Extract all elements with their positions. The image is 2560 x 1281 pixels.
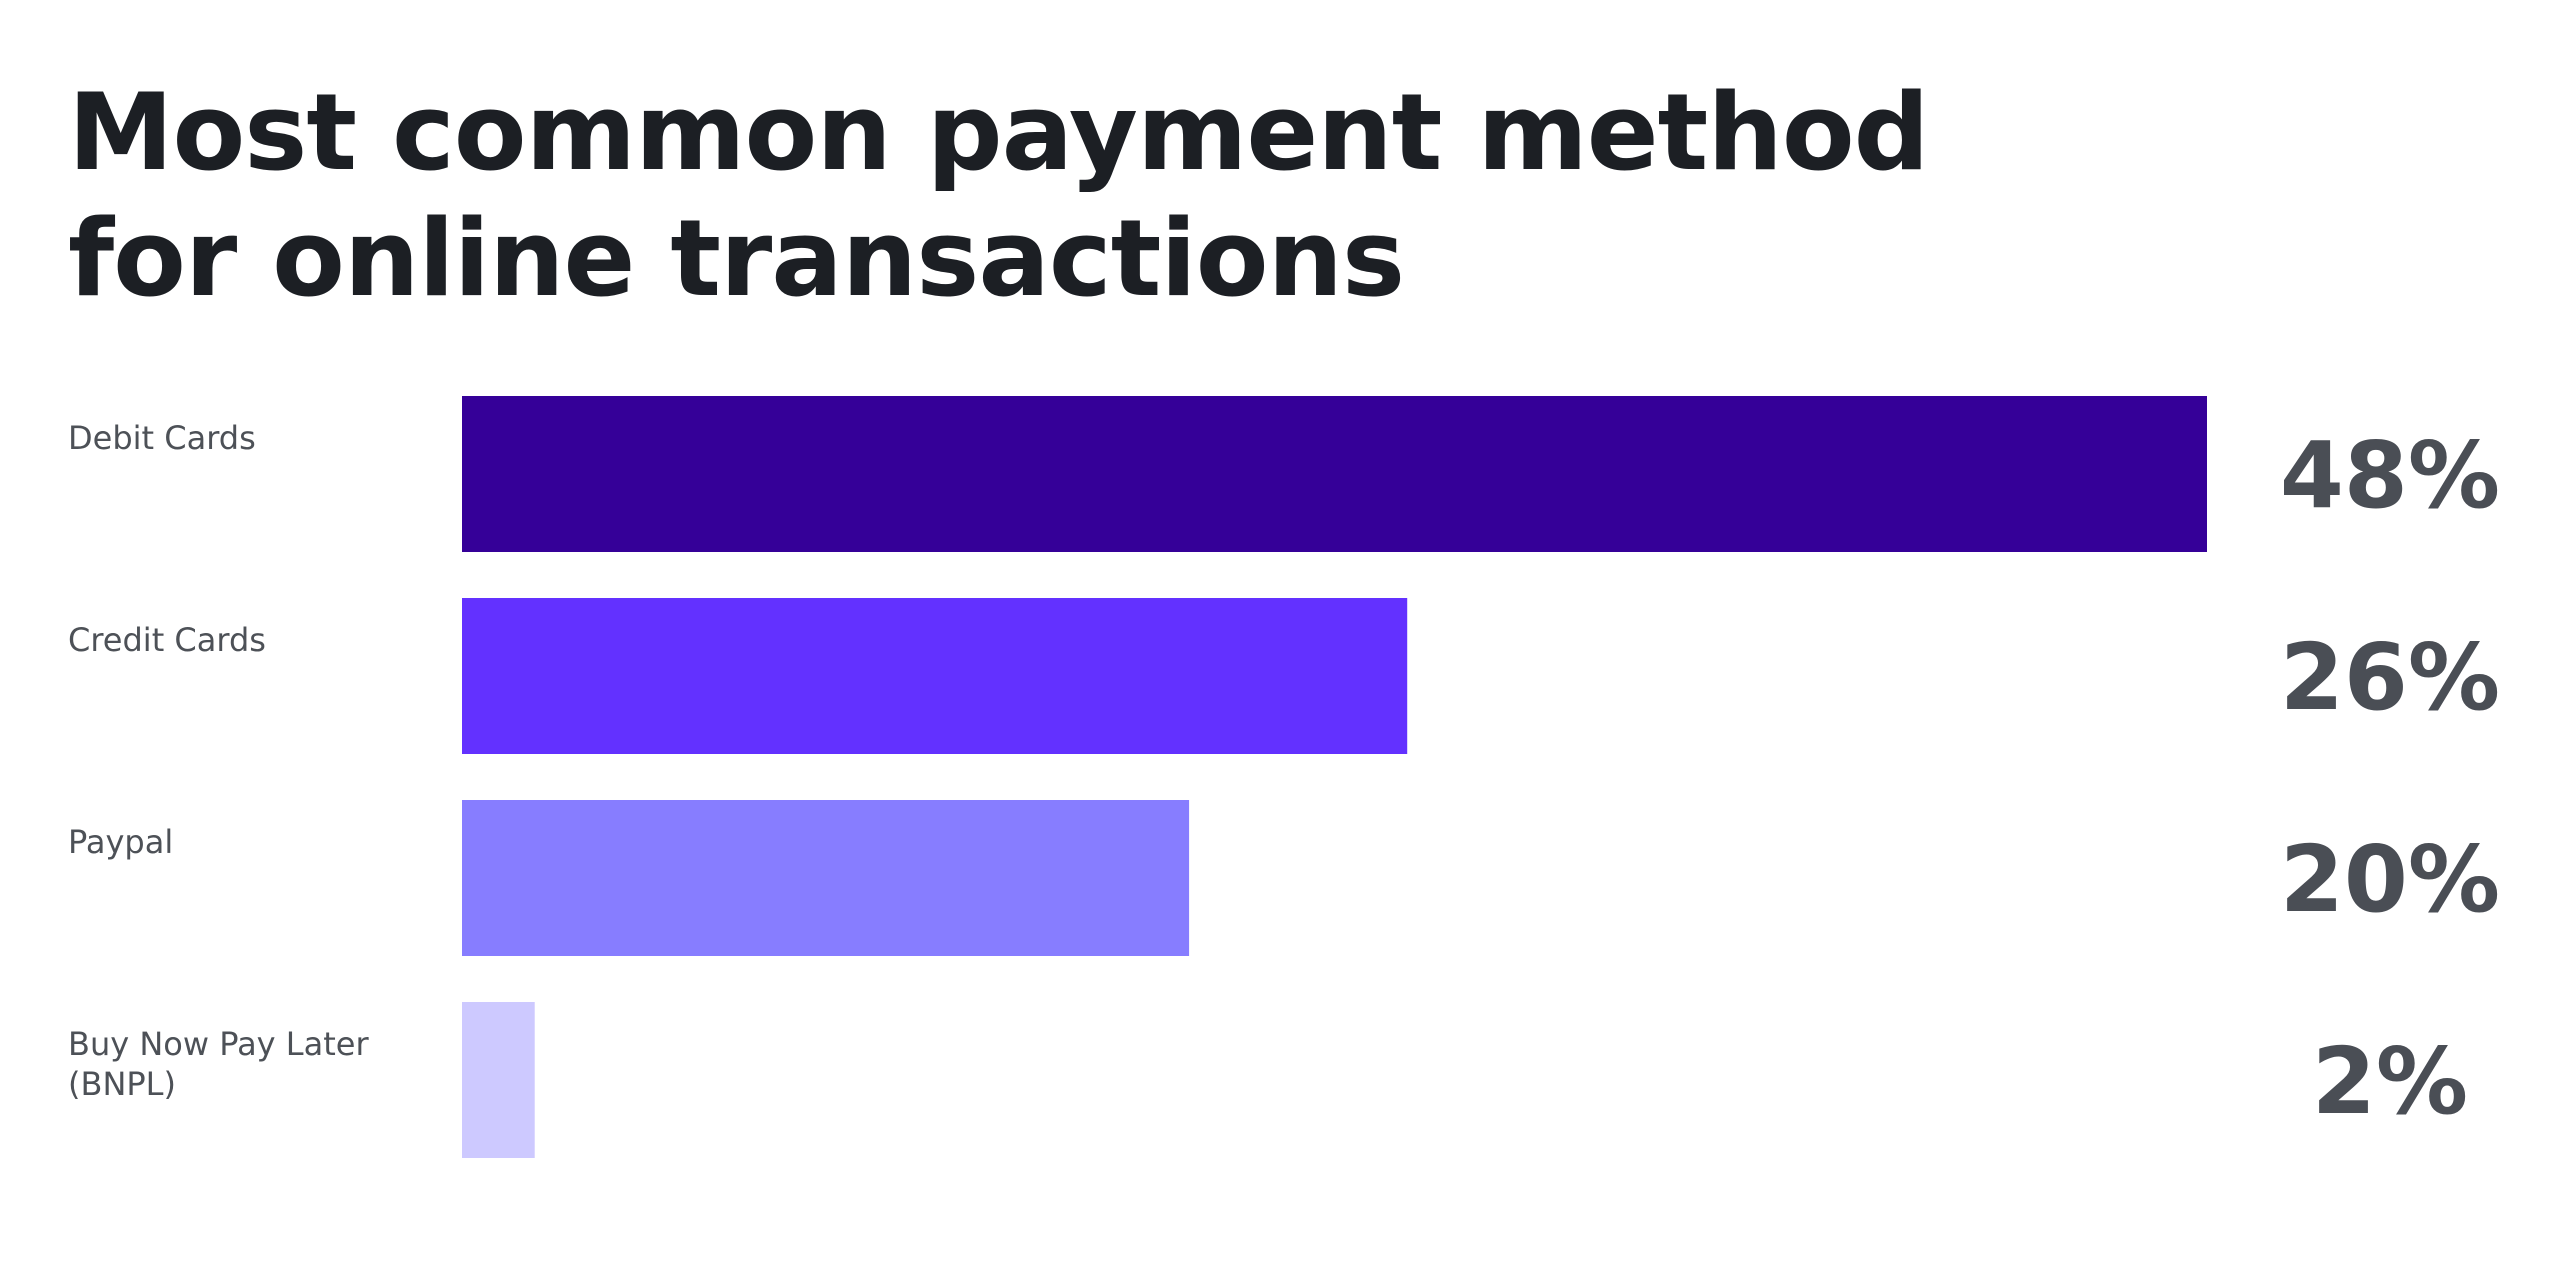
bar-0 bbox=[462, 396, 2207, 552]
bar-2 bbox=[462, 800, 1190, 956]
bar-1 bbox=[462, 598, 1408, 754]
category-label-0: Debit Cards bbox=[68, 419, 256, 457]
bars-group bbox=[462, 396, 2207, 1158]
value-label-2: 20% bbox=[2280, 826, 2500, 933]
bar-3 bbox=[462, 1002, 535, 1158]
value-label-3: 2% bbox=[2312, 1028, 2468, 1135]
category-labels-group: Debit Cards Credit Cards Paypal Buy Now Pay… bbox=[68, 419, 369, 1103]
value-label-1: 26% bbox=[2280, 624, 2500, 731]
category-label-2: Paypal bbox=[68, 823, 173, 861]
value-label-0: 48% bbox=[2280, 422, 2500, 529]
category-label-3: Buy Now Pay Later (BNPL) bbox=[68, 1025, 369, 1103]
category-label-1: Credit Cards bbox=[68, 621, 266, 659]
value-labels-group: 48% 26% 20% 2% bbox=[2280, 422, 2500, 1135]
chart-title: Most common payment method for online tr… bbox=[68, 71, 1930, 320]
